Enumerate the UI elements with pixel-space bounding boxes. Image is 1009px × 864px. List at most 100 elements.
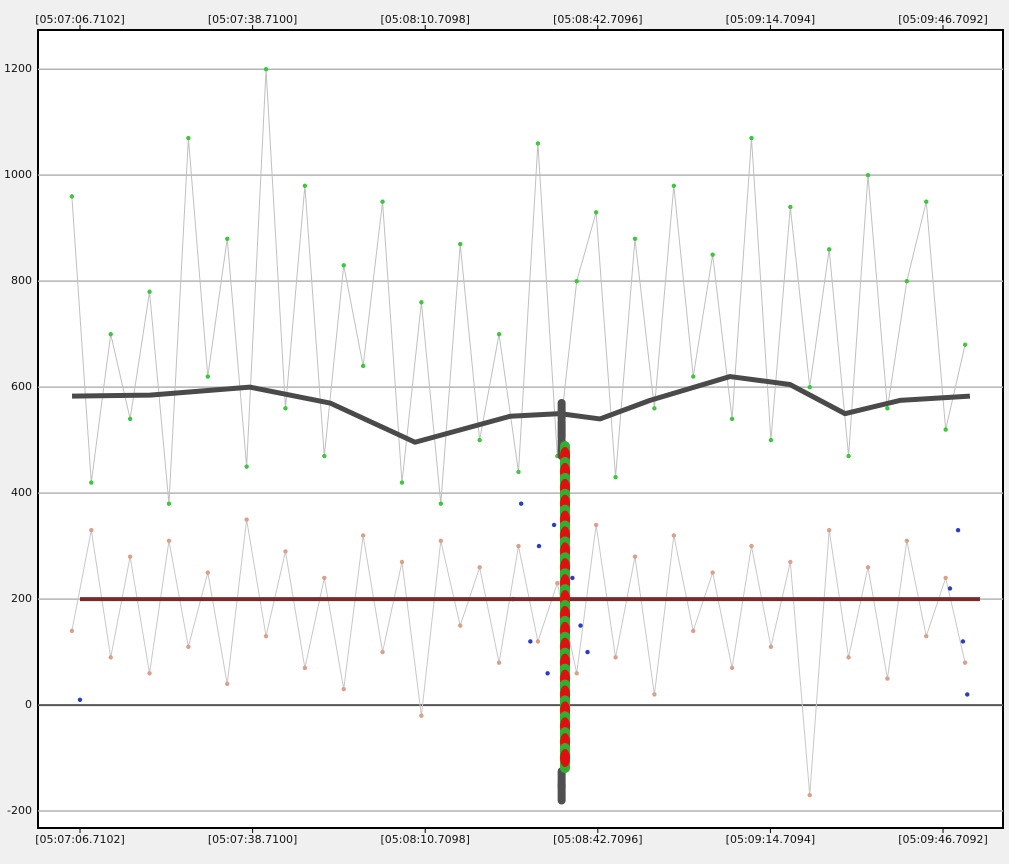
x-tick-label-bottom: [05:09:14.7094] [726, 833, 815, 846]
point [166, 538, 172, 544]
point [593, 522, 599, 528]
point [652, 692, 657, 697]
point [613, 475, 618, 480]
y-tick-label: 1200 [4, 62, 32, 75]
point [826, 528, 832, 533]
x-tick-label-bottom: [05:07:38.7100] [208, 833, 297, 846]
point [788, 204, 793, 210]
point [77, 697, 83, 702]
x-tick-label-bottom: [05:08:42.7096] [553, 833, 642, 846]
point [865, 172, 871, 178]
point [127, 554, 133, 559]
point [341, 263, 346, 268]
x-tick-label: [05:08:42.7096] [553, 13, 642, 26]
point [749, 543, 754, 549]
point [477, 565, 482, 570]
point [551, 522, 557, 528]
point [729, 416, 735, 422]
point [947, 586, 953, 591]
point [341, 686, 346, 692]
point [283, 406, 288, 411]
x-tick-label-bottom: [05:08:10.7098] [380, 833, 469, 846]
point [438, 538, 444, 544]
dash [557, 417, 566, 442]
point [788, 559, 793, 565]
dash [557, 398, 566, 423]
point [710, 570, 715, 575]
point [518, 501, 524, 506]
point [205, 570, 210, 575]
point [962, 342, 968, 347]
point [962, 660, 968, 665]
point [846, 453, 851, 459]
point [360, 363, 366, 369]
point [302, 183, 308, 188]
series-line [72, 374, 971, 445]
point [671, 183, 677, 188]
point [186, 644, 191, 649]
point [924, 633, 929, 639]
plot-area [37, 29, 1004, 829]
y-tick-label: 400 [11, 486, 32, 499]
point [960, 639, 966, 644]
point [545, 671, 550, 676]
point [535, 141, 541, 146]
point [924, 199, 929, 204]
point [904, 278, 910, 284]
point [632, 554, 638, 559]
point [419, 713, 424, 718]
point [904, 538, 910, 544]
point [807, 384, 812, 390]
point [69, 194, 75, 199]
point [399, 480, 405, 485]
y-tick-label: 0 [25, 698, 32, 711]
point [225, 681, 230, 687]
x-tick-label: [05:09:14.7094] [726, 13, 815, 26]
x-tick-label-bottom: [05:09:46.7092] [898, 833, 987, 846]
point [419, 300, 424, 305]
point [477, 437, 482, 443]
point [691, 628, 696, 634]
point [244, 464, 249, 469]
point [826, 247, 832, 252]
y-tick-label: 800 [11, 274, 32, 287]
point [127, 416, 133, 422]
point [108, 655, 113, 660]
bead [560, 749, 571, 768]
y-tick-label: -200 [7, 804, 32, 817]
point [807, 792, 812, 798]
point [283, 549, 288, 554]
point [943, 575, 948, 581]
point [885, 676, 890, 681]
point [593, 210, 599, 215]
point [729, 665, 735, 671]
point [458, 623, 463, 628]
dash [557, 780, 566, 805]
x-tick-label: [05:08:10.7098] [380, 13, 469, 26]
point [865, 565, 871, 570]
point [322, 453, 327, 459]
point [749, 135, 754, 141]
point [632, 236, 638, 241]
x-tick-label: [05:07:06.7102] [35, 13, 124, 26]
point [89, 528, 94, 533]
point [955, 528, 961, 533]
point [108, 331, 113, 337]
point [69, 628, 75, 634]
point [458, 241, 463, 247]
y-tick-label: 1000 [4, 168, 32, 181]
point [89, 480, 94, 485]
point [147, 671, 152, 676]
point [302, 665, 308, 671]
point [671, 533, 677, 538]
point [943, 427, 948, 432]
y-tick-label: 200 [11, 592, 32, 605]
point [244, 517, 249, 522]
point [885, 406, 890, 411]
point [205, 374, 210, 379]
point [528, 639, 533, 644]
series-layer [69, 67, 980, 805]
point [496, 331, 502, 337]
y-tick-label: 600 [11, 380, 32, 393]
point [555, 580, 560, 586]
